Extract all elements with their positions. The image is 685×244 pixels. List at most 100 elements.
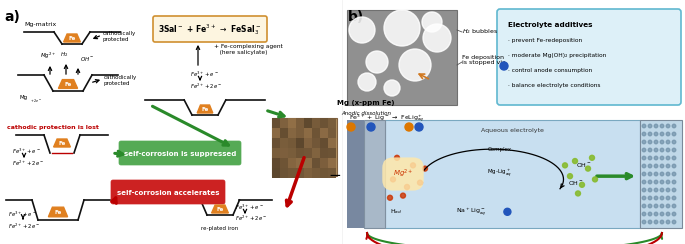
Bar: [320, 128, 328, 138]
Circle shape: [648, 132, 652, 136]
Bar: [312, 158, 320, 168]
Circle shape: [672, 140, 676, 144]
Circle shape: [660, 180, 664, 184]
Circle shape: [573, 159, 577, 163]
Circle shape: [654, 188, 658, 192]
Text: Mg (x-ppm Fe): Mg (x-ppm Fe): [337, 100, 395, 106]
Text: re-plated iron: re-plated iron: [201, 226, 238, 231]
Circle shape: [648, 196, 652, 200]
Bar: [304, 128, 312, 138]
Bar: [288, 168, 296, 178]
Circle shape: [500, 62, 508, 70]
Bar: [280, 148, 288, 158]
Text: H$_{ad}$: H$_{ad}$: [390, 207, 402, 216]
Text: OH$^-$: OH$^-$: [576, 161, 592, 169]
Bar: [312, 168, 320, 178]
Circle shape: [643, 220, 646, 224]
Circle shape: [417, 180, 423, 185]
Text: $Fe^{2+} + 2e^-$: $Fe^{2+} + 2e^-$: [235, 214, 267, 223]
Circle shape: [410, 163, 416, 168]
Circle shape: [667, 196, 670, 200]
Text: $Fe^{3+} + e^-$: $Fe^{3+} + e^-$: [12, 147, 41, 156]
Circle shape: [567, 174, 573, 179]
Polygon shape: [197, 105, 213, 113]
Text: + Fe-complexing agent
   (here salicylate): + Fe-complexing agent (here salicylate): [214, 44, 283, 55]
Bar: [280, 128, 288, 138]
Bar: [296, 158, 304, 168]
Bar: [312, 138, 320, 148]
Text: $+3e^-$: $+3e^-$: [190, 184, 206, 192]
Bar: [296, 168, 304, 178]
Bar: [304, 168, 312, 178]
Text: Fe: Fe: [68, 36, 75, 41]
Bar: [320, 138, 328, 148]
Circle shape: [643, 132, 646, 136]
Circle shape: [390, 177, 395, 182]
Circle shape: [388, 195, 393, 200]
Circle shape: [504, 208, 511, 215]
Circle shape: [643, 212, 646, 216]
Bar: [296, 148, 304, 158]
Circle shape: [667, 220, 670, 224]
Circle shape: [667, 212, 670, 216]
Bar: [304, 148, 312, 158]
Text: · moderate Mg(OH)₂ precipitation: · moderate Mg(OH)₂ precipitation: [508, 53, 606, 58]
Circle shape: [423, 24, 451, 52]
Bar: [328, 128, 336, 138]
Circle shape: [672, 212, 676, 216]
Bar: [280, 118, 288, 128]
Circle shape: [643, 180, 646, 184]
Circle shape: [384, 10, 420, 46]
FancyBboxPatch shape: [347, 120, 364, 228]
Text: $Fe^{3+} + e^-$: $Fe^{3+} + e^-$: [8, 210, 37, 219]
Circle shape: [384, 80, 400, 96]
Circle shape: [667, 148, 670, 152]
Text: $OH^-$: $OH^-$: [80, 55, 95, 63]
Text: Anodic dissolution: Anodic dissolution: [341, 111, 391, 116]
Circle shape: [399, 49, 431, 81]
Circle shape: [349, 17, 375, 43]
Text: $Fe^{2+} + 2e^-$: $Fe^{2+} + 2e^-$: [190, 82, 222, 91]
Circle shape: [660, 172, 664, 176]
Circle shape: [401, 193, 406, 198]
Text: Fe: Fe: [216, 207, 223, 212]
Circle shape: [660, 124, 664, 128]
Text: Fe: Fe: [64, 82, 72, 87]
Bar: [280, 168, 288, 178]
Circle shape: [654, 196, 658, 200]
Text: OH$^-$: OH$^-$: [569, 179, 584, 187]
FancyBboxPatch shape: [497, 9, 681, 105]
Circle shape: [654, 212, 658, 216]
Text: $Fe^{3+} + e^-$: $Fe^{3+} + e^-$: [235, 203, 264, 212]
Text: cathodically
protected: cathodically protected: [104, 75, 137, 86]
Text: Fe: Fe: [54, 210, 62, 215]
Circle shape: [667, 204, 670, 208]
Circle shape: [672, 172, 676, 176]
Bar: [312, 128, 320, 138]
Circle shape: [672, 164, 676, 168]
Circle shape: [643, 188, 646, 192]
FancyBboxPatch shape: [153, 16, 267, 42]
Bar: [328, 138, 336, 148]
Circle shape: [643, 164, 646, 168]
Text: 3Sal$^-$ + Fe$^{3+}$ $\rightarrow$ FeSal$_3^-$: 3Sal$^-$ + Fe$^{3+}$ $\rightarrow$ FeSal…: [158, 22, 262, 37]
Text: Mg-matrix: Mg-matrix: [24, 22, 56, 27]
Circle shape: [643, 148, 646, 152]
Circle shape: [643, 124, 646, 128]
Circle shape: [643, 204, 646, 208]
Circle shape: [654, 204, 658, 208]
Circle shape: [660, 148, 664, 152]
Bar: [328, 148, 336, 158]
FancyBboxPatch shape: [640, 120, 682, 228]
Bar: [320, 118, 328, 128]
Text: a): a): [4, 10, 20, 24]
Circle shape: [667, 164, 670, 168]
Text: self-corrosion is suppressed: self-corrosion is suppressed: [124, 151, 236, 157]
FancyBboxPatch shape: [111, 180, 225, 204]
Circle shape: [423, 166, 427, 171]
Text: $Mg^{2+}$: $Mg^{2+}$: [40, 51, 57, 61]
Circle shape: [405, 184, 410, 189]
Circle shape: [667, 156, 670, 160]
Bar: [328, 168, 336, 178]
Text: $Fe^{2+} + 2e^-$: $Fe^{2+} + 2e^-$: [8, 222, 40, 231]
